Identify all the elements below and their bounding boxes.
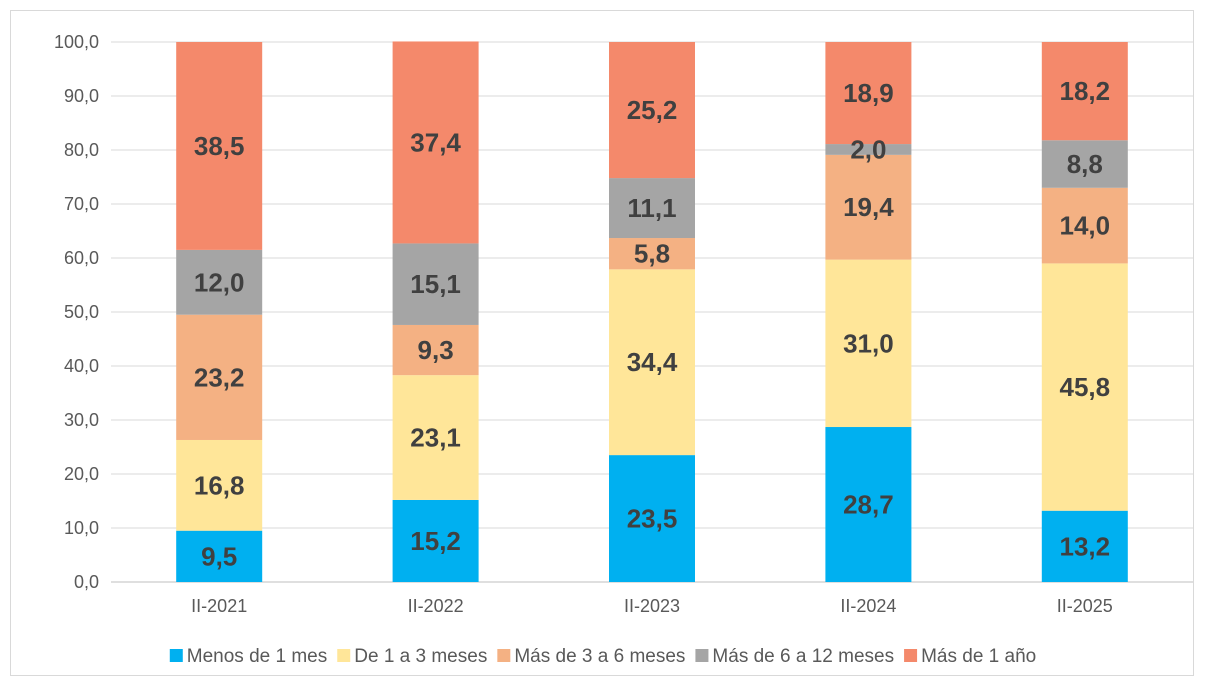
data-label: 8,8: [1067, 149, 1103, 179]
bar-segment: [825, 154, 912, 260]
bar-segment: [1041, 42, 1128, 141]
bar-segment: [609, 42, 695, 179]
data-label: 38,5: [194, 131, 245, 161]
y-tick-label: 30,0: [64, 410, 99, 430]
data-label: 15,1: [410, 269, 461, 299]
bar-segment: [1041, 510, 1128, 582]
legend-label: Más de 3 a 6 meses: [514, 646, 685, 667]
data-label: 5,8: [634, 239, 670, 269]
legend-label: Más de 6 a 12 meses: [712, 646, 894, 667]
bars: [176, 41, 1128, 582]
data-label: 11,1: [627, 193, 676, 223]
data-label: 18,2: [1059, 76, 1110, 106]
bar-segment: [176, 530, 263, 582]
x-tick-label: II-2022: [408, 596, 464, 616]
legend-swatch: [695, 649, 709, 662]
data-label: 23,2: [194, 362, 245, 392]
stacked-bar-chart: 9,5 16,8 23,2 12,0 38,5 15,2 23,1 9,3 15,1 37,4 23…: [54, 32, 1193, 667]
data-label: 9,5: [201, 541, 237, 571]
data-label: 14,0: [1059, 211, 1110, 241]
bar-segment: [392, 375, 479, 500]
data-label: 18,9: [843, 78, 894, 108]
x-tick-label: II-2025: [1057, 596, 1113, 616]
legend-item: Más de 1 año: [904, 646, 1036, 667]
data-label: 12,0: [194, 267, 245, 297]
bar-segment: [825, 427, 912, 582]
bar-segment: [825, 42, 912, 145]
bar-segment: [1041, 263, 1128, 511]
data-label: 15,2: [410, 526, 461, 556]
bar-segment: [176, 314, 263, 440]
bar-segment: [609, 269, 695, 456]
bar-segment: [609, 238, 695, 270]
bar-segment: [176, 42, 263, 250]
data-label: 13,2: [1059, 531, 1110, 561]
legend-swatch: [169, 649, 183, 662]
chart-frame: 9,5 16,8 23,2 12,0 38,5 15,2 23,1 9,3 15,1 37,4 23…: [10, 10, 1194, 676]
data-label: 28,7: [843, 490, 894, 520]
bar-segment: [392, 41, 479, 244]
legend-item: Menos de 1 mes: [169, 646, 327, 667]
legend-label: Más de 1 año: [921, 646, 1036, 667]
y-tick-label: 10,0: [64, 518, 99, 538]
legend: Menos de 1 mes De 1 a 3 meses Más de 3 a 6…: [169, 646, 1036, 667]
data-label: 34,4: [627, 347, 678, 377]
data-label: 31,0: [843, 328, 894, 358]
data-label: 19,4: [843, 192, 894, 222]
x-axis-ticks: II-2021 II-2022 II-2023 II-2024 II-2025: [191, 596, 1113, 616]
data-label: 37,4: [410, 127, 461, 157]
x-tick-label: II-2024: [840, 596, 896, 616]
bar-segment: [176, 439, 263, 531]
y-tick-label: 40,0: [64, 356, 99, 376]
legend-item: Más de 3 a 6 meses: [497, 646, 685, 667]
bar-segment: [825, 259, 912, 428]
legend-item: De 1 a 3 meses: [337, 646, 487, 667]
bar-segment: [392, 324, 479, 376]
bar-segment: [392, 499, 479, 582]
bar-segment: [609, 178, 695, 239]
bar-segment: [392, 243, 479, 325]
data-label: 23,1: [410, 423, 461, 453]
bar-segment: [609, 455, 695, 582]
y-tick-label: 50,0: [64, 302, 99, 322]
x-tick-label: II-2021: [191, 596, 247, 616]
data-label: 9,3: [418, 335, 454, 365]
bar-segment: [1041, 187, 1128, 264]
y-tick-label: 70,0: [64, 194, 99, 214]
legend-swatch: [904, 649, 918, 662]
data-label: 45,8: [1059, 372, 1110, 402]
y-tick-label: 90,0: [64, 86, 99, 106]
y-tick-label: 60,0: [64, 248, 99, 268]
data-labels: 9,5 16,8 23,2 12,0 38,5 15,2 23,1 9,3 15,1 37,4 23…: [194, 76, 1110, 571]
legend-label: Menos de 1 mes: [187, 646, 327, 667]
legend-swatch: [497, 649, 511, 662]
legend-label: De 1 a 3 meses: [354, 646, 487, 667]
data-label: 25,2: [627, 95, 678, 125]
data-label: 23,5: [627, 504, 678, 534]
y-tick-label: 80,0: [64, 140, 99, 160]
data-label: 16,8: [194, 470, 245, 500]
y-tick-label: 100,0: [54, 32, 99, 52]
bar-segment: [176, 249, 263, 315]
y-tick-label: 20,0: [64, 464, 99, 484]
legend-item: Más de 6 a 12 meses: [695, 646, 894, 667]
data-label: 2,0: [850, 134, 886, 164]
y-tick-label: 0,0: [74, 572, 99, 592]
x-tick-label: II-2023: [624, 596, 680, 616]
legend-swatch: [337, 649, 351, 662]
bar-segment: [825, 144, 912, 155]
bar-segment: [1041, 140, 1128, 188]
y-axis-ticks: 0,0 10,0 20,0 30,0 40,0 50,0 60,0 70,0 80,0 90,0 1…: [54, 32, 99, 592]
